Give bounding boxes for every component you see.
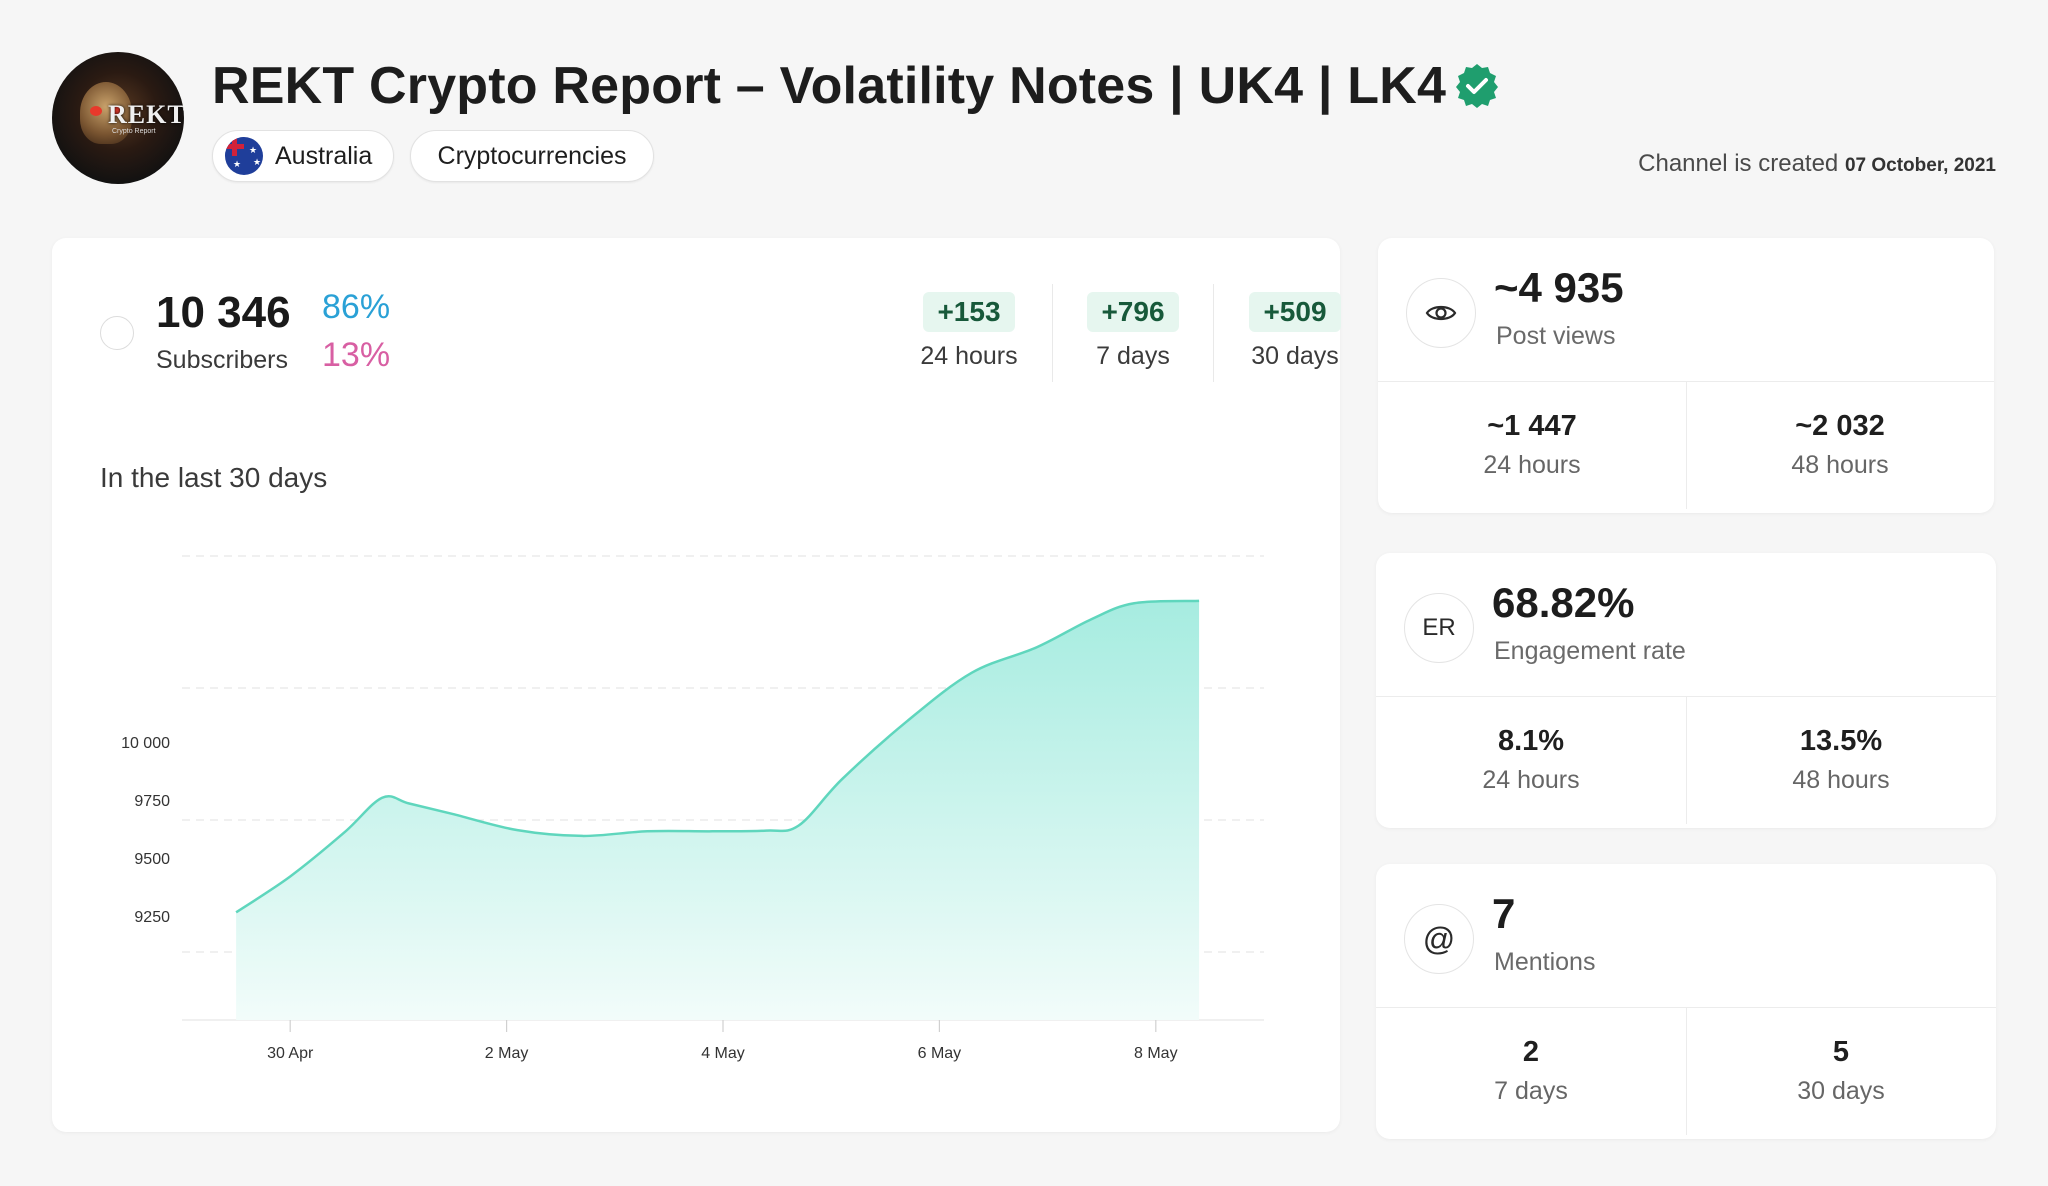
post-views-24h: ~1 447 24 hours (1378, 410, 1686, 480)
australia-flag-icon: ★ ★ ★ (225, 137, 263, 175)
cell-value: 8.1% (1497, 725, 1565, 757)
chart-title: In the last 30 days (100, 462, 328, 493)
post-views-48h: ~2 032 48 hours (1686, 410, 1994, 480)
cell-value: 2 (1522, 1036, 1540, 1068)
channel-avatar[interactable]: REKT Crypto Report (52, 52, 184, 184)
cell-label: 30 days (1797, 1077, 1885, 1105)
y-tick-label: 9500 (134, 851, 170, 868)
delta-period: 24 hours (920, 342, 1018, 370)
mentions-label: Mentions (1494, 948, 1596, 976)
channel-title: REKT Crypto Report – Volatility Notes | … (212, 57, 1447, 115)
mentions-30d: 5 30 days (1686, 1036, 1996, 1106)
skull-logo-icon (80, 82, 132, 144)
x-tick-label: 2 May (485, 1045, 529, 1062)
cell-label: 48 hours (1791, 451, 1889, 479)
post-views-value: ~4 935 (1494, 264, 1624, 311)
x-tick-label: 6 May (918, 1045, 962, 1062)
avatar-logo-subtext: Crypto Report (112, 128, 156, 135)
cell-value: ~1 447 (1487, 410, 1577, 442)
delta-30d: +509 30 days (1220, 292, 1370, 371)
subscribers-count: 10 346 (156, 288, 291, 337)
engagement-card: ER 68.82% Engagement rate 8.1% 24 hours … (1376, 553, 1996, 828)
delta-7d: +796 7 days (1058, 292, 1208, 371)
country-chip[interactable]: ★ ★ ★ Australia (212, 130, 394, 182)
er-icon: ER (1404, 593, 1474, 663)
y-tick-label: 9750 (134, 793, 170, 810)
cell-label: 24 hours (1483, 451, 1581, 479)
chart-area-fill (236, 600, 1200, 1020)
subscribers-card: 10 346 Subscribers 86% 13% +153 24 hours… (52, 238, 1341, 1132)
engagement-48h: 13.5% 48 hours (1686, 725, 1996, 795)
x-tick-label: 30 Apr (267, 1045, 314, 1062)
subscribers-pct-up: 86% (322, 288, 391, 326)
engagement-value: 68.82% (1492, 579, 1635, 626)
at-sign-icon: @ (1404, 904, 1474, 974)
y-tick-label: 10 000 (121, 735, 170, 752)
cell-label: 7 days (1494, 1077, 1568, 1105)
subscribers-pct-down: 13% (322, 336, 391, 374)
category-chip[interactable]: Cryptocurrencies (410, 130, 654, 182)
y-tick-label: 9250 (134, 909, 170, 926)
eye-icon (1406, 278, 1476, 348)
post-views-card: ~4 935 Post views ~1 447 24 hours ~2 032… (1378, 238, 1994, 513)
cell-value: ~2 032 (1795, 410, 1885, 442)
channel-created: Channel is created 07 October, 2021 (1638, 150, 1996, 178)
created-prefix: Channel is created (1638, 150, 1839, 177)
engagement-label: Engagement rate (1494, 637, 1686, 665)
cell-value: 5 (1832, 1036, 1850, 1068)
delta-24h: +153 24 hours (894, 292, 1044, 371)
delta-period: 7 days (1096, 342, 1170, 370)
cell-label: 24 hours (1482, 766, 1580, 794)
verified-check-icon (1456, 64, 1498, 108)
x-tick-label: 8 May (1134, 1045, 1178, 1062)
created-date: 07 October, 2021 (1844, 155, 1996, 176)
engagement-24h: 8.1% 24 hours (1376, 725, 1686, 795)
post-views-label: Post views (1496, 322, 1616, 350)
x-tick-label: 4 May (701, 1045, 745, 1062)
delta-badge: +509 (1249, 292, 1341, 332)
country-label: Australia (275, 141, 373, 170)
channel-header: REKT Crypto Report REKT Crypto Report – … (52, 52, 1996, 192)
delta-period: 30 days (1251, 342, 1339, 370)
cell-value: 13.5% (1799, 725, 1883, 757)
delta-badge: +796 (1087, 292, 1179, 332)
subscribers-area-chart[interactable]: 9250 9500 9750 10 000 30 Apr 2 May 4 May 6 May… (52, 238, 1340, 1132)
mentions-7d: 2 7 days (1376, 1036, 1686, 1106)
delta-badge: +153 (923, 292, 1015, 332)
subscribers-label: Subscribers (156, 346, 288, 374)
cell-label: 48 hours (1792, 766, 1890, 794)
mentions-card: @ 7 Mentions 2 7 days 5 30 days (1376, 864, 1996, 1139)
subscribers-select-radio[interactable] (100, 316, 134, 350)
category-label: Cryptocurrencies (437, 141, 627, 170)
avatar-logo-text: REKT (108, 100, 184, 129)
mentions-value: 7 (1492, 890, 1516, 937)
chart-series-line (235, 599, 1200, 914)
